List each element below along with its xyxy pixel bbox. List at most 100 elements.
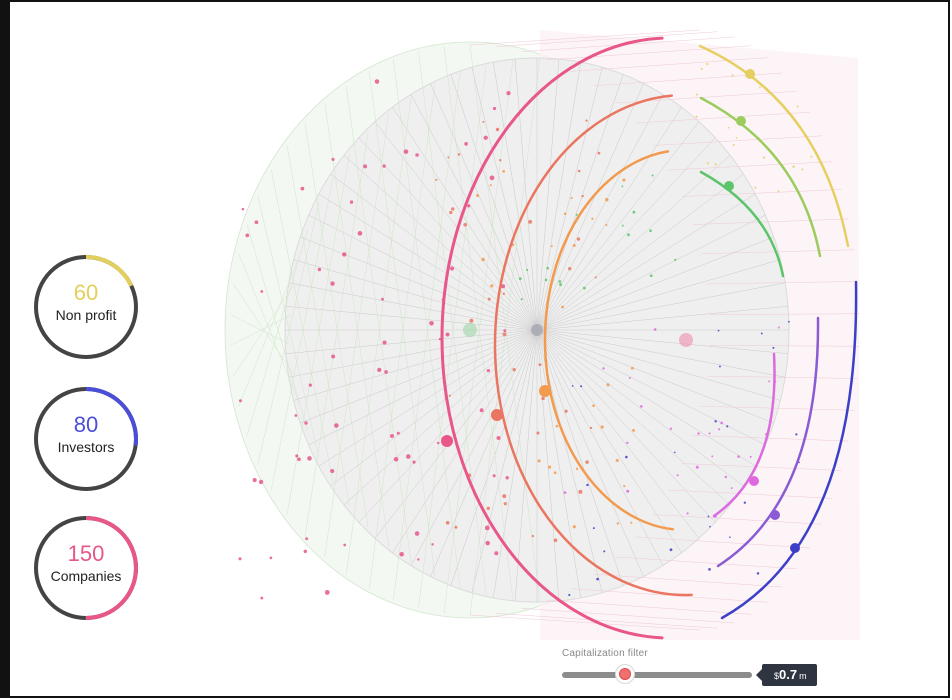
entity-dot: [575, 467, 579, 471]
entity-dot: [269, 556, 273, 560]
mesh-line: [304, 132, 369, 537]
entity-dot: [505, 476, 509, 480]
entity-dot: [605, 198, 609, 202]
entity-dot: [295, 454, 299, 458]
entity-dot: [714, 420, 717, 423]
entity-dot: [541, 396, 545, 401]
entity-dot: [563, 491, 567, 494]
entity-dots: [238, 62, 813, 600]
entity-dot: [676, 474, 679, 477]
entity-dot: [303, 549, 308, 554]
spoke-line: [536, 329, 560, 601]
stat-value: 60: [73, 280, 99, 305]
entity-dot: [602, 367, 605, 370]
mesh-line: [393, 72, 461, 601]
entity-dot: [653, 328, 657, 331]
category-arcs: [440, 36, 858, 640]
spoke-line: [536, 329, 624, 586]
mesh-line: [495, 31, 718, 47]
entity-dot: [502, 292, 505, 296]
entity-dot: [572, 525, 576, 529]
ring-progress: [34, 387, 138, 491]
entity-dot: [377, 367, 382, 372]
entity-dot: [490, 284, 494, 288]
entity-dot: [481, 257, 485, 262]
spoke-line: [536, 83, 644, 331]
entity-dot: [575, 213, 578, 216]
nonprofit-lightgreen-marker: [736, 116, 746, 126]
entity-dot: [605, 223, 608, 227]
mesh-line: [230, 314, 291, 345]
slider-handle[interactable]: [614, 664, 635, 684]
spoke-line: [410, 94, 538, 331]
capitalization-filter[interactable]: Capitalization filter $0.7 m: [560, 648, 830, 692]
entity-dot: [592, 527, 595, 530]
arc-markers[interactable]: [441, 69, 800, 553]
mesh-line: [652, 514, 822, 525]
spoke-line: [514, 329, 538, 601]
entity-dot: [304, 421, 308, 425]
entity-dot: [399, 551, 404, 557]
slider-track[interactable]: [562, 672, 752, 678]
spoke-line: [536, 329, 700, 539]
entity-dot: [343, 543, 347, 547]
entity-dot: [374, 79, 380, 84]
mesh-line: [593, 573, 783, 588]
spoke-line: [343, 154, 538, 331]
ring-progress: [34, 516, 138, 620]
mesh-line: [238, 257, 300, 407]
slider-value: 0.7: [779, 667, 798, 682]
entity-dot: [762, 156, 766, 159]
entity-dot: [737, 455, 740, 458]
stat-nonprofit[interactable]: 60 Non profit: [32, 253, 140, 361]
stat-label: Companies: [50, 568, 122, 584]
entity-dot: [600, 425, 604, 429]
mesh-line: [692, 435, 849, 442]
entity-dot: [729, 536, 731, 539]
entity-dot: [330, 281, 335, 286]
entity-dot: [700, 67, 703, 71]
entity-dot: [485, 540, 490, 546]
mesh-line: [443, 59, 514, 614]
entity-dot: [568, 593, 571, 597]
spoke-line: [471, 67, 538, 331]
entity-dot: [563, 212, 567, 216]
stat-investors[interactable]: 80 Investors: [32, 385, 140, 493]
mesh-line: [570, 588, 768, 603]
spoke-line: [471, 329, 538, 593]
mesh-line: [709, 345, 860, 347]
entity-dot: [492, 106, 497, 111]
entity-dot: [695, 465, 699, 469]
tier3-arc: [543, 150, 675, 531]
entity-dot: [484, 525, 490, 531]
mesh-line: [257, 202, 320, 464]
entity-dot: [706, 162, 710, 165]
entity-dot: [589, 426, 593, 430]
entity-dot: [457, 153, 461, 156]
entity-dot: [585, 119, 588, 122]
spoke-line: [536, 329, 582, 598]
stat-companies[interactable]: 150 Companies: [32, 514, 140, 622]
entity-dot: [621, 224, 624, 227]
spoke-line: [536, 329, 644, 577]
entity-dot: [479, 408, 484, 413]
entity-dot: [674, 258, 677, 261]
entity-dot: [561, 305, 565, 309]
entity-dot: [342, 252, 347, 257]
entity-dot: [435, 178, 438, 181]
entity-dot: [445, 521, 450, 525]
entity-dot: [669, 427, 673, 430]
mesh-line: [346, 85, 412, 564]
mesh-line: [271, 177, 334, 490]
entity-dot: [714, 163, 717, 166]
entity-dot: [749, 455, 752, 458]
mesh-line: [324, 103, 389, 547]
center-glow-pink: [679, 333, 693, 347]
companies-ring: [34, 516, 138, 620]
entity-dot: [759, 86, 761, 89]
entity-dot: [553, 471, 557, 475]
entity-dot: [308, 383, 312, 387]
entity-dot: [317, 267, 322, 272]
mesh-line: [418, 51, 487, 596]
